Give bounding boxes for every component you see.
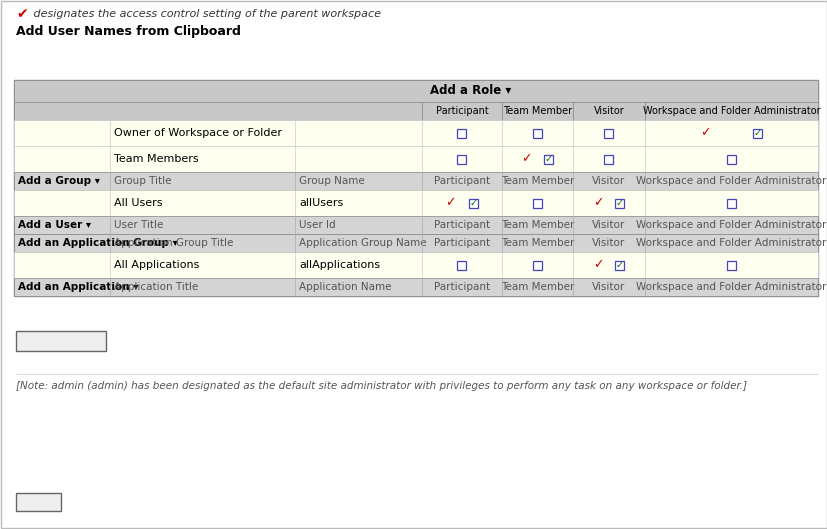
Text: Application Title: Application Title: [114, 282, 198, 292]
Text: ✔: ✔: [16, 7, 27, 21]
Bar: [14, 146, 817, 172]
Text: ✓: ✓: [444, 196, 455, 209]
Text: ✓: ✓: [543, 154, 552, 164]
Text: ✓: ✓: [470, 198, 477, 208]
Bar: [469, 198, 478, 207]
Bar: [14, 120, 817, 146]
Bar: [457, 129, 466, 138]
Text: Participant: Participant: [433, 220, 490, 230]
Text: Participant: Participant: [433, 238, 490, 248]
Text: Add a Group ▾: Add a Group ▾: [18, 176, 100, 186]
Bar: [543, 154, 552, 163]
Bar: [614, 260, 624, 269]
Text: Add User Names from Clipboard: Add User Names from Clipboard: [16, 24, 241, 38]
Text: ✓: ✓: [753, 128, 761, 138]
Bar: [14, 234, 817, 252]
Text: Visitor: Visitor: [591, 282, 625, 292]
Text: ✓: ✓: [592, 196, 603, 209]
Bar: [14, 172, 817, 190]
Text: ✓: ✓: [615, 198, 623, 208]
Text: ✓: ✓: [615, 260, 623, 270]
Text: Application Group Name: Application Group Name: [299, 238, 426, 248]
Bar: [14, 252, 817, 278]
Bar: [752, 129, 761, 138]
Bar: [533, 198, 542, 207]
Text: ✓: ✓: [521, 152, 532, 166]
Bar: [14, 102, 422, 120]
Text: Visitor: Visitor: [591, 176, 625, 186]
Text: allApplications: allApplications: [299, 260, 380, 270]
Text: Team Member: Team Member: [502, 106, 571, 116]
Text: ✓: ✓: [592, 259, 603, 271]
Text: All Users: All Users: [114, 198, 162, 208]
Text: allUsers: allUsers: [299, 198, 343, 208]
Bar: [14, 216, 817, 234]
Text: Close: Close: [23, 497, 53, 507]
Bar: [572, 102, 644, 120]
Text: Add a User ▾: Add a User ▾: [18, 220, 91, 230]
Text: Add a Role ▾: Add a Role ▾: [429, 85, 510, 97]
Text: Participant: Participant: [435, 106, 488, 116]
Bar: [422, 102, 501, 120]
Bar: [14, 278, 817, 296]
Bar: [14, 80, 817, 296]
Bar: [16, 493, 61, 511]
Bar: [533, 260, 542, 269]
Bar: [457, 154, 466, 163]
Bar: [457, 260, 466, 269]
Bar: [726, 154, 735, 163]
Text: Add an Application Group ▾: Add an Application Group ▾: [18, 238, 178, 248]
Bar: [533, 129, 542, 138]
Bar: [14, 190, 817, 216]
Bar: [614, 198, 624, 207]
Text: Workspace and Folder Administrator: Workspace and Folder Administrator: [635, 238, 825, 248]
Text: User Title: User Title: [114, 220, 163, 230]
Text: Group Title: Group Title: [114, 176, 171, 186]
Text: Visitor: Visitor: [593, 106, 624, 116]
Text: designates the access control setting of the parent workspace: designates the access control setting of…: [30, 9, 380, 19]
Text: Participant: Participant: [433, 282, 490, 292]
Text: Workspace and Folder Administrator: Workspace and Folder Administrator: [635, 220, 825, 230]
Bar: [604, 154, 613, 163]
Bar: [501, 102, 572, 120]
Text: Team Member: Team Member: [500, 238, 573, 248]
Bar: [644, 102, 817, 120]
Text: ✓: ✓: [700, 126, 710, 140]
Text: [Note: admin (admin) has been designated as the default site administrator with : [Note: admin (admin) has been designated…: [16, 381, 746, 391]
Text: Application Name: Application Name: [299, 282, 391, 292]
Text: Visitor: Visitor: [591, 238, 625, 248]
Bar: [14, 80, 817, 102]
Text: Add an Application ▾: Add an Application ▾: [18, 282, 138, 292]
Bar: [16, 331, 106, 351]
Text: Group Name: Group Name: [299, 176, 365, 186]
Text: Team Member: Team Member: [500, 220, 573, 230]
Bar: [604, 129, 613, 138]
Text: Owner of Workspace or Folder: Owner of Workspace or Folder: [114, 128, 282, 138]
Text: Application Group Title: Application Group Title: [114, 238, 233, 248]
Text: Team Member: Team Member: [500, 176, 573, 186]
Text: Visitor: Visitor: [591, 220, 625, 230]
Text: Save Changes: Save Changes: [22, 336, 101, 346]
Text: Team Members: Team Members: [114, 154, 198, 164]
Bar: [726, 198, 735, 207]
Text: Workspace and Folder Administrator: Workspace and Folder Administrator: [642, 106, 820, 116]
Text: Team Member: Team Member: [500, 282, 573, 292]
Text: All Applications: All Applications: [114, 260, 199, 270]
Text: User Id: User Id: [299, 220, 335, 230]
Text: Participant: Participant: [433, 176, 490, 186]
Bar: [726, 260, 735, 269]
Text: Workspace and Folder Administrator: Workspace and Folder Administrator: [635, 176, 825, 186]
Text: Workspace and Folder Administrator: Workspace and Folder Administrator: [635, 282, 825, 292]
